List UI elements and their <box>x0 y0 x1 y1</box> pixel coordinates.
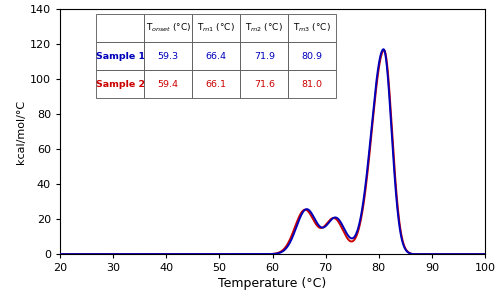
X-axis label: Temperature (°C): Temperature (°C) <box>218 277 326 290</box>
Y-axis label: kcal/mol/°C: kcal/mol/°C <box>16 100 26 164</box>
